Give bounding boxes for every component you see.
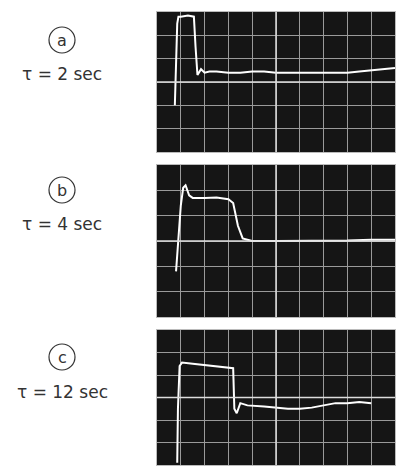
svg-text:τ = 2 sec: τ = 2 sec: [22, 64, 102, 84]
svg-text:a: a: [57, 31, 67, 50]
svg-text:τ = 4 sec: τ = 4 sec: [22, 214, 102, 234]
svg-text:τ = 12 sec: τ = 12 sec: [17, 382, 108, 402]
svg-text:b: b: [57, 181, 67, 200]
svg-text:c: c: [58, 348, 67, 367]
